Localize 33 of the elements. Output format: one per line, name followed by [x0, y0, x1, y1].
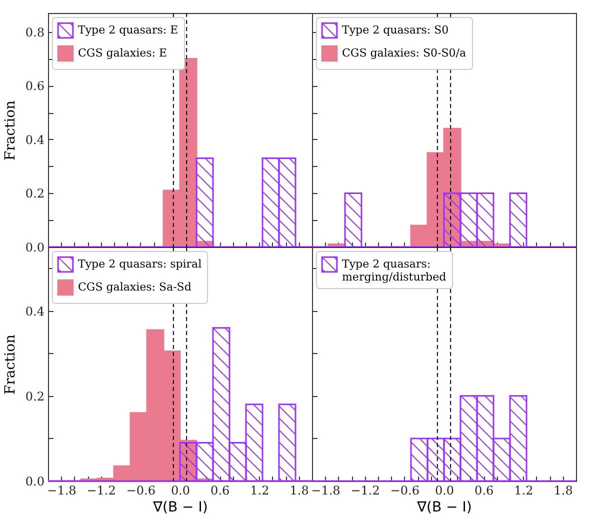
- legend-label: CGS galaxies: E: [78, 46, 168, 60]
- x-tick-label: −0.6: [390, 484, 420, 498]
- legend-label: Type 2 quasars: merging/disturbed: [342, 258, 446, 284]
- x-axis-title: ∇(B − I): [152, 500, 208, 516]
- x-tick-label: 0.6: [210, 484, 230, 498]
- y-axis-title: Fraction: [2, 100, 18, 161]
- y-tick-label: 0.0: [25, 474, 44, 488]
- legend-label: CGS galaxies: Sa-Sd: [78, 280, 192, 294]
- y-tick-label: 0.6: [25, 79, 44, 94]
- y-tick-label: 0.8: [25, 25, 44, 40]
- y-axis-title: Fraction: [2, 334, 18, 395]
- legend-label: CGS galaxies: S0-S0/a: [342, 46, 466, 60]
- x-tick-label: 1.2: [514, 484, 534, 498]
- legend-label: Type 2 quasars: E: [78, 24, 178, 36]
- x-tick-label: 1.8: [290, 484, 309, 498]
- legend-label: Type 2 quasars: S0: [342, 24, 449, 36]
- x-tick-label: 0.6: [474, 484, 494, 498]
- x-tick-label: −1.8: [47, 484, 76, 498]
- x-tick-label: 0.0: [434, 484, 454, 498]
- x-axis-title: ∇(B − I): [416, 500, 472, 516]
- y-tick-label: 0.4: [25, 132, 45, 147]
- y-tick-label: 0.2: [25, 186, 44, 201]
- x-tick-label: −1.8: [311, 484, 340, 498]
- x-tick-label: −0.6: [126, 484, 156, 498]
- y-tick-label: 0.4: [25, 304, 45, 318]
- y-tick-label: 0.2: [25, 389, 44, 404]
- x-tick-label: 0.0: [170, 484, 190, 498]
- x-tick-label: 1.2: [250, 484, 270, 498]
- x-tick-label: −1.2: [350, 484, 380, 498]
- x-tick-label: 1.8: [554, 484, 573, 498]
- y-tick-label: 0.0: [25, 240, 44, 254]
- legend-label: Type 2 quasars: spiral: [78, 258, 202, 270]
- x-tick-label: −1.2: [86, 484, 116, 498]
